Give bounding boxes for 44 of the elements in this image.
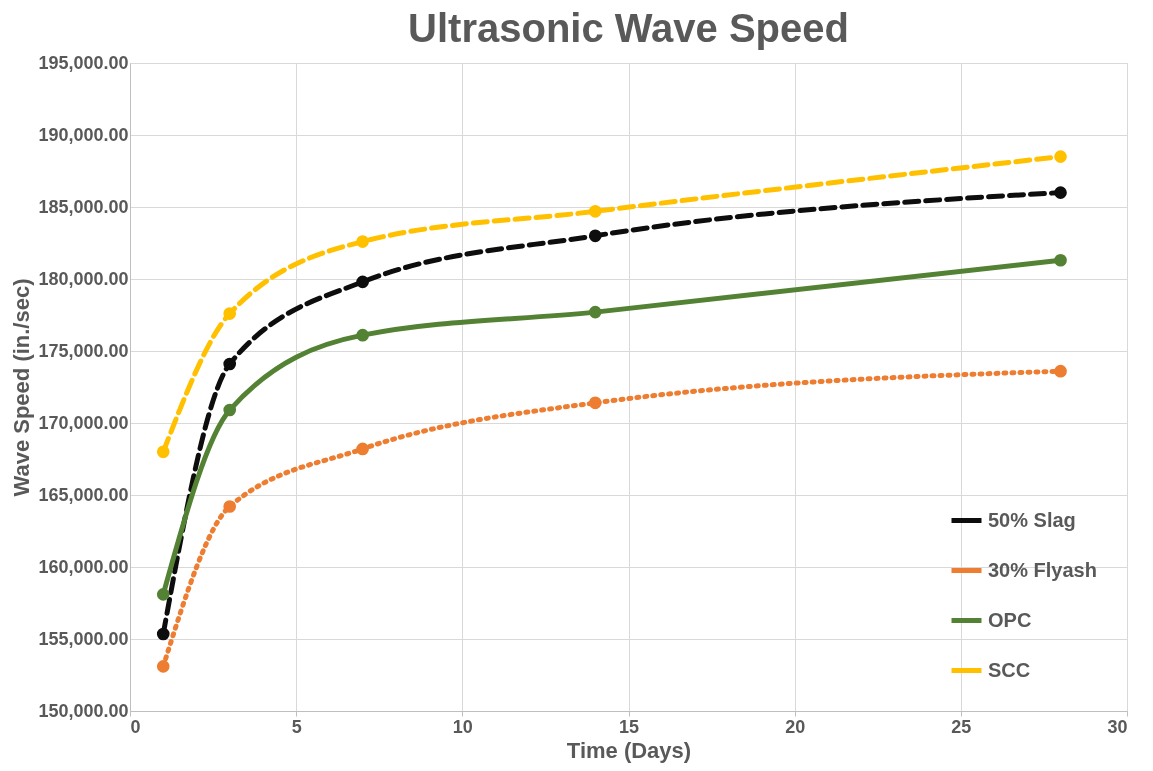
y-tick-label: 195,000.00 [38, 52, 129, 73]
y-tick-label: 190,000.00 [38, 124, 129, 145]
legend-label: 50% Slag [988, 508, 1076, 531]
y-tick-label: 165,000.00 [38, 484, 129, 505]
y-tick-label: 180,000.00 [38, 268, 129, 289]
y-tick-label: 155,000.00 [38, 628, 129, 649]
y-tick-label: 160,000.00 [38, 556, 129, 577]
legend-label: SCC [988, 658, 1031, 681]
x-tick-label: 5 [291, 716, 302, 737]
x-tick-label: 0 [130, 716, 141, 737]
legend-label: 30% Flyash [988, 558, 1097, 581]
point [156, 588, 170, 601]
point [356, 235, 369, 248]
point [356, 275, 369, 289]
point [588, 305, 602, 319]
point [356, 328, 369, 342]
x-tick-label: 25 [951, 716, 972, 737]
x-tick-label: 10 [452, 716, 473, 737]
point [156, 445, 170, 459]
y-tick-label: 185,000.00 [38, 196, 129, 217]
point [1054, 150, 1067, 163]
y-tick-label: 170,000.00 [38, 412, 129, 433]
x-tick-label: 30 [1107, 716, 1128, 737]
point [223, 500, 237, 513]
point [588, 396, 602, 410]
point [1054, 253, 1067, 267]
x-tick-label: 15 [618, 716, 640, 737]
point [588, 205, 602, 218]
point [223, 357, 237, 371]
legend-label: OPC [988, 608, 1032, 631]
y-axis-title: Wave Speed (in./sec) [9, 278, 35, 497]
point [156, 627, 170, 641]
x-axis-title: Time (Days) [566, 737, 692, 763]
chart-title: Ultrasonic Wave Speed [408, 6, 849, 50]
x-tick-label: 20 [785, 716, 806, 737]
y-tick-label: 150,000.00 [38, 700, 129, 721]
point [223, 307, 237, 320]
point [356, 442, 369, 456]
point [156, 660, 170, 673]
point [1054, 364, 1067, 378]
point [588, 229, 602, 243]
point [1054, 186, 1067, 199]
point [223, 403, 237, 417]
y-tick-label: 175,000.00 [38, 340, 129, 361]
